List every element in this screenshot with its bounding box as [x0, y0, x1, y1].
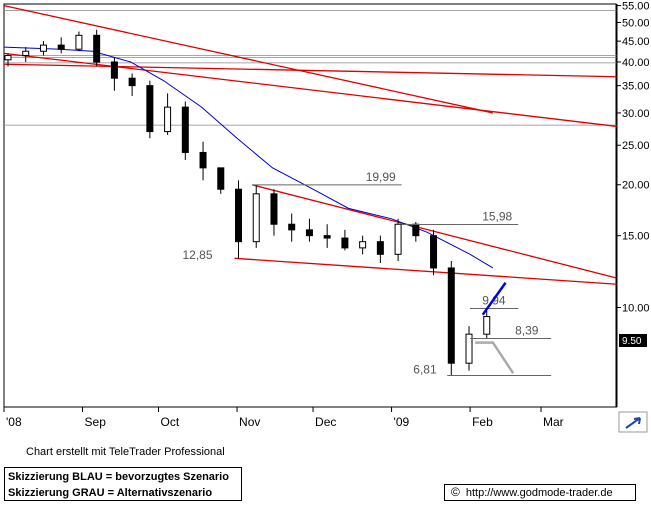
candle-body-13 [235, 188, 243, 243]
trend-line-3 [252, 184, 618, 279]
x-tick-label-3: Nov [239, 415, 260, 429]
candle-body-11 [199, 151, 207, 169]
x-tick-label-4: Dec [315, 415, 336, 429]
candle-body-25 [447, 267, 455, 364]
trend-line-1 [3, 63, 618, 78]
level-label-4: 8,39 [515, 324, 539, 338]
candle-body-12 [217, 167, 225, 190]
candle-body-19 [341, 237, 349, 249]
candle-body-16 [288, 223, 296, 231]
x-tick-label-2: Oct [161, 415, 180, 429]
candle-body-20 [359, 241, 367, 249]
x-tick-label-1: Sep [85, 415, 107, 429]
level-label-2: 12,85 [183, 248, 213, 262]
candle-body-4 [75, 34, 83, 50]
candle-body-21 [376, 241, 384, 255]
navigation-arrow-button[interactable] [618, 411, 648, 433]
y-tick-label-4: 35.00 [622, 81, 650, 93]
candle-body-15 [270, 193, 278, 225]
candle-body-0 [4, 54, 12, 61]
candle-body-9 [164, 106, 172, 133]
candle-body-27 [483, 316, 491, 335]
candle-body-23 [412, 223, 420, 237]
y-axis: 55.00 50.00 45.00 40.00 35.00 30.00 25.00 20.00… [616, 1, 650, 407]
candle-body-6 [110, 61, 118, 79]
x-tick-label-0: '08 [6, 415, 22, 429]
y-tick-label-0: 55.00 [622, 1, 650, 13]
trend-line-4 [234, 257, 618, 285]
y-tick-label-6: 25.00 [622, 140, 650, 152]
y-tick-label-9: 10.00 [622, 302, 650, 314]
candle-body-18 [323, 235, 331, 239]
scenario-grey-line [475, 341, 515, 374]
x-tick-label-6: Feb [472, 415, 493, 429]
candle-body-17 [305, 229, 313, 237]
candlesticks [4, 29, 491, 376]
candle-body-1 [22, 50, 30, 56]
candle-body-10 [181, 106, 189, 153]
level-label-1: 15,98 [482, 209, 512, 223]
legend-blue-text: Skizzierung BLAU = bevorzugtes Szenario [8, 471, 229, 483]
candle-body-8 [146, 85, 154, 133]
scenario-sketches [475, 281, 515, 374]
plot-frame [3, 3, 617, 408]
candle-body-14 [252, 193, 260, 243]
last-price-marker: 9.50 [619, 334, 647, 347]
y-tick-label-7: 20.00 [622, 180, 650, 192]
y-tick-label-1: 50.00 [622, 17, 650, 29]
y-tick-label-5: 30.00 [622, 108, 650, 120]
level-label-5: 6,81 [413, 362, 437, 376]
trend-lines [3, 4, 618, 285]
scenario-blue-line [481, 281, 507, 316]
x-tick-label-7: Mar [543, 415, 564, 429]
y-tick-label-2: 45.00 [622, 36, 650, 48]
scenario-legend: Skizzierung BLAU = bevorzugtes Szenario … [4, 467, 242, 501]
x-axis: '08 Sep Oct Nov Dec '09 Feb Mar [3, 406, 617, 429]
x-tick-label-5: '09 [394, 415, 410, 429]
website-url: http://www.godmode-trader.de [465, 487, 613, 499]
level-label-0: 19,99 [366, 170, 396, 184]
trend-line-2 [3, 52, 618, 128]
candle-body-5 [93, 34, 101, 63]
candle-body-22 [394, 223, 402, 255]
legend-grey-text: Skizzierung GRAU = Alternativszenario [8, 487, 213, 499]
candle-body-24 [430, 235, 438, 269]
candle-body-2 [39, 44, 47, 52]
website-link[interactable]: © http://www.godmode-trader.de [444, 484, 636, 501]
candle-body-26 [465, 333, 473, 364]
y-tick-label-3: 40.00 [622, 57, 650, 69]
chart-credit: Chart erstellt mit TeleTrader Profession… [26, 446, 225, 458]
copyright-symbol: © [451, 485, 460, 499]
last-price-label: 9.50 [622, 336, 642, 347]
candle-body-7 [128, 77, 136, 87]
trend-line-0 [3, 4, 494, 114]
y-tick-label-8: 15.00 [622, 231, 650, 243]
candle-body-3 [57, 44, 65, 50]
